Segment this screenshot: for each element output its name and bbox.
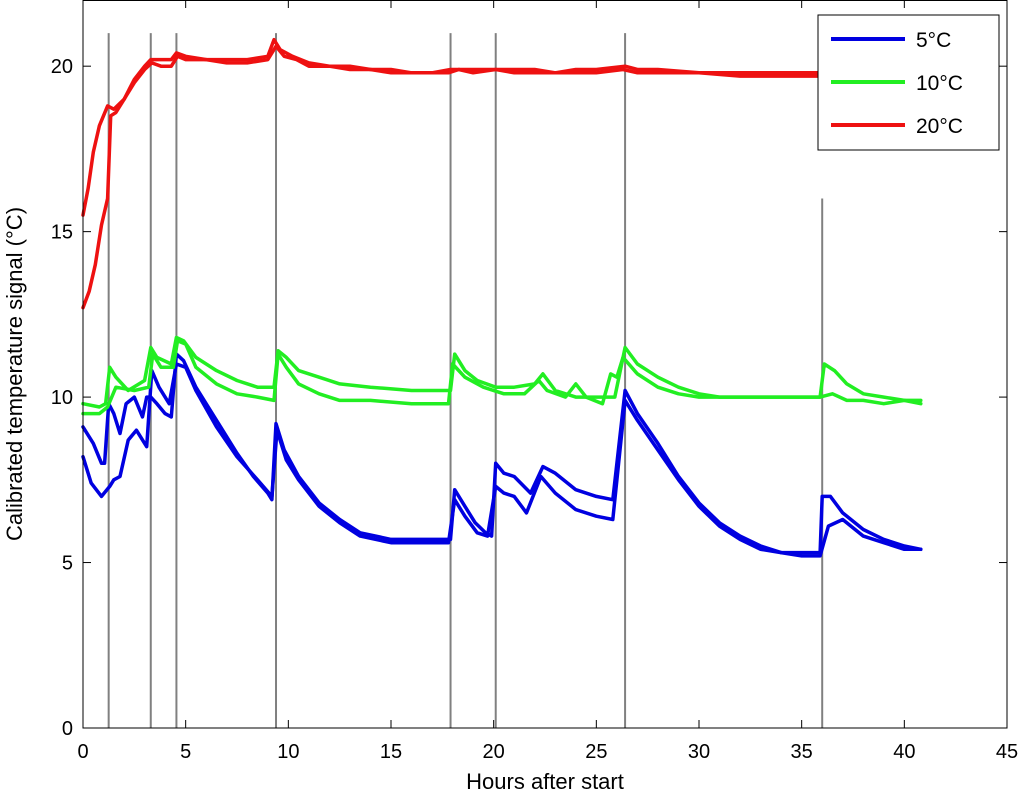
x-tick-label-8: 40 bbox=[893, 741, 915, 763]
x-axis-label: Hours after start bbox=[466, 769, 624, 794]
x-tick-label-7: 35 bbox=[791, 741, 813, 763]
x-tick-label-5: 25 bbox=[585, 741, 607, 763]
y-tick-label-2: 10 bbox=[51, 387, 73, 409]
event-lines bbox=[107, 33, 824, 728]
plot-frame bbox=[82, 0, 1008, 729]
x-tick-label-1: 5 bbox=[180, 741, 191, 763]
x-tick-label-2: 10 bbox=[277, 741, 299, 763]
series-lines bbox=[81, 37, 923, 558]
series-line-0-1 bbox=[81, 362, 923, 558]
y-tick-label-1: 5 bbox=[62, 553, 73, 575]
y-tick-label-0: 0 bbox=[62, 718, 73, 740]
x-tick-label-6: 30 bbox=[688, 741, 710, 763]
axis-ticks: 0 5 10 15 20 25 30 35 40 45 0 5 10 15 20 bbox=[51, 0, 1018, 763]
y-tick-label-3: 15 bbox=[51, 222, 73, 244]
x-tick-label-3: 15 bbox=[380, 741, 402, 763]
x-tick-label-9: 45 bbox=[996, 741, 1018, 763]
series-line-0-0 bbox=[81, 352, 923, 555]
legend-label-1: 10°C bbox=[916, 72, 963, 95]
series-line-2-0 bbox=[81, 37, 822, 217]
y-axis-label: Calibrated temperature signal (°C) bbox=[2, 207, 27, 541]
legend: 5°C 10°C 20°C bbox=[817, 14, 1000, 151]
series-line-1-1 bbox=[81, 339, 923, 416]
series-line-2-1 bbox=[81, 44, 822, 310]
y-tick-label-4: 20 bbox=[51, 56, 73, 78]
x-tick-label-0: 0 bbox=[77, 741, 88, 763]
legend-label-2: 20°C bbox=[916, 115, 963, 138]
x-tick-label-4: 20 bbox=[483, 741, 505, 763]
legend-label-0: 5°C bbox=[916, 29, 951, 52]
